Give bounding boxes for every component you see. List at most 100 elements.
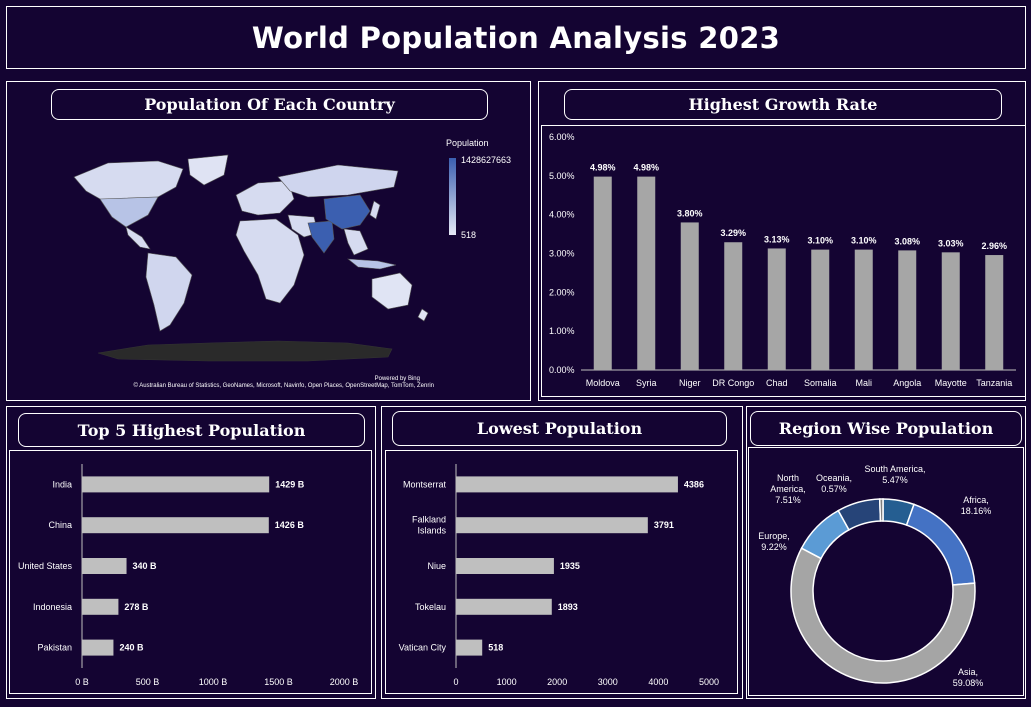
growth-x-label: Mali [855, 378, 872, 388]
top5_panel-bar [82, 598, 119, 615]
lowest-panel-title: Lowest Population [392, 411, 727, 446]
region-slice-label: South America, [864, 464, 925, 474]
lowest_panel-x-tick: 5000 [699, 677, 719, 687]
lowest_panel-bar-label: 1893 [558, 602, 578, 612]
map-southeast-asia [343, 228, 369, 256]
growth-x-label: Angola [893, 378, 921, 388]
region-slice-label: 0.57% [821, 484, 847, 494]
top5_panel-bar-label: 340 B [133, 561, 158, 571]
map-attribution: © Australian Bureau of Statistics, GeoNa… [134, 382, 434, 389]
growth-bar-label: 3.13% [764, 234, 790, 244]
growth-bar [637, 176, 656, 370]
top5_panel-bar-label: 1426 B [275, 520, 305, 530]
map-landmasses [73, 154, 429, 362]
growth-bar [724, 242, 743, 370]
map-central-america [125, 226, 151, 250]
growth-bar-label: 3.03% [938, 238, 964, 248]
top5_panel-x-tick: 2000 B [330, 677, 359, 687]
growth-bar-label: 4.98% [633, 163, 659, 173]
top5_panel-bar-label: 278 B [124, 602, 149, 612]
lowest-panel [381, 406, 743, 699]
region-panel-title: Region Wise Population [750, 411, 1022, 446]
map-greenland [187, 154, 229, 186]
growth-bar-label: 3.80% [677, 208, 703, 218]
top5_panel-bar [82, 558, 127, 574]
map-new-zealand [417, 308, 429, 322]
lowest_panel-bar [456, 558, 554, 574]
growth-x-label: Syria [636, 378, 657, 388]
top5_panel-x-tick: 0 B [75, 677, 89, 687]
top5-chart-frame [9, 450, 372, 694]
lowest_panel-y-label: Islands [417, 526, 446, 536]
map-panel-title: Population Of Each Country [51, 89, 488, 120]
region-slice-label: America, [770, 484, 806, 494]
top5_panel-bar-label: 1429 B [275, 479, 305, 489]
map-australia [371, 272, 413, 310]
growth-bar [593, 176, 612, 370]
growth-bar-label: 3.29% [720, 228, 746, 238]
lowest_panel-y-label: Tokelau [415, 602, 446, 612]
map-japan [369, 200, 381, 220]
growth-bar-label: 3.10% [807, 236, 833, 246]
lowest_panel-x-tick: 4000 [648, 677, 668, 687]
growth-y-tick: 5.00% [549, 171, 575, 181]
lowest_panel-y-label: Vatican City [399, 643, 447, 653]
map-legend-min: 518 [461, 230, 476, 240]
top5_panel-bar [82, 476, 270, 493]
growth-y-tick: 4.00% [549, 210, 575, 220]
growth-y-tick: 3.00% [549, 249, 575, 259]
region-slice [790, 547, 976, 684]
header-bar: World Population Analysis 2023 [6, 6, 1026, 69]
growth-x-label: Mayotte [935, 378, 967, 388]
region-slice-label: 59.08% [953, 678, 984, 688]
growth-bar-label: 3.10% [851, 236, 877, 246]
growth-bar [854, 249, 873, 370]
lowest_panel-bar [456, 598, 552, 615]
lowest_panel-bar-label: 3791 [654, 520, 674, 530]
region-panel [746, 406, 1026, 699]
region-slice [905, 503, 976, 586]
growth-x-label: Niger [679, 378, 701, 388]
lowest-chart-frame [385, 450, 738, 694]
map-powered-by: Powered by Bing [375, 376, 420, 382]
top5_panel-bar [82, 639, 114, 656]
region-slice-label: 5.47% [882, 475, 908, 485]
region-donut-chart: South America,5.47% Africa,18.16% Asia,59.… [758, 464, 991, 688]
growth-x-label: Somalia [804, 378, 837, 388]
growth-bar [898, 250, 917, 370]
growth-bar [767, 248, 786, 370]
lowest_panel-x-tick: 2000 [547, 677, 567, 687]
map-china [323, 194, 371, 230]
top5_panel-y-label: United States [18, 561, 73, 571]
region-slice-label: Africa, [963, 495, 989, 505]
map-panel [6, 81, 531, 401]
map-russia [277, 164, 399, 198]
growth-bar-label: 2.96% [981, 241, 1007, 251]
growth-x-label: DR Congo [712, 378, 754, 388]
lowest_panel-bar [456, 476, 678, 493]
lowest_panel-x-tick: 0 [453, 677, 458, 687]
top5_panel-x-tick: 500 B [136, 677, 160, 687]
region-slice-label: North [777, 473, 799, 483]
lowest_panel-y-label: Montserrat [403, 479, 447, 489]
lowest_panel-bar [456, 517, 648, 534]
lowest_panel-x-tick: 3000 [598, 677, 618, 687]
growth-y-tick: 0.00% [549, 365, 575, 375]
growth-x-label: Moldova [586, 378, 620, 388]
map-united-states [99, 196, 159, 228]
lowest_panel-bar-label: 518 [488, 643, 503, 653]
region-slice [878, 498, 884, 522]
lowest_panel-y-label: Falkland [412, 515, 446, 525]
region-chart-frame [748, 447, 1024, 696]
population-map[interactable]: Population 1428627663 518 Powered by Bin… [8, 125, 529, 395]
top5_panel-bar-label: 240 B [119, 643, 144, 653]
lowest_panel-bar [456, 639, 483, 656]
top5_panel-y-label: Indonesia [33, 602, 72, 612]
region-slice-label: 9.22% [761, 542, 787, 552]
region-slice-label: Oceania, [816, 473, 852, 483]
top5_panel-y-label: India [52, 479, 72, 489]
map-south-america [145, 252, 193, 332]
growth-bar [811, 249, 830, 370]
lowest_panel-x-tick: 1000 [497, 677, 517, 687]
growth-y-tick: 2.00% [549, 287, 575, 297]
